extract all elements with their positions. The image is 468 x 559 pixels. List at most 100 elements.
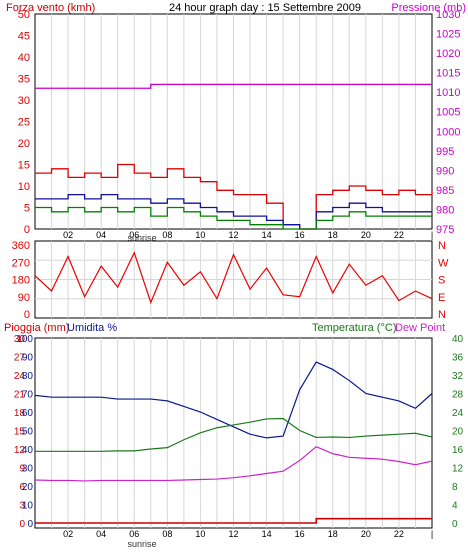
- sunrise-label: sunrise: [127, 233, 156, 243]
- humidity-tick: 90: [22, 353, 34, 364]
- climate-x-tick: 16: [295, 529, 305, 539]
- wind-tick: 50: [18, 9, 30, 21]
- pressure-tick: 980: [436, 204, 454, 216]
- direction-tick: 180: [12, 275, 30, 287]
- pressure-tick: 975: [436, 224, 454, 236]
- pressure-tick: 1000: [436, 126, 460, 138]
- pressure-tick: 1030: [436, 9, 460, 21]
- wind-x-tick: 10: [195, 230, 205, 240]
- rain-tick: 30: [14, 334, 26, 345]
- humidity-tick: 20: [22, 482, 34, 493]
- wind-tick: 45: [18, 31, 30, 43]
- compass-tick: W: [438, 257, 449, 269]
- temperature-axis-label: Temperatura (°C): [312, 322, 396, 334]
- temperature-tick: 24: [452, 408, 464, 419]
- climate-x-tick: |: [431, 529, 433, 539]
- temperature-tick: 0: [452, 519, 458, 530]
- pressure-axis-label: Pressione (mb): [391, 2, 466, 14]
- temperature-tick: 40: [452, 334, 464, 345]
- climate-series-rain: [35, 517, 432, 524]
- wind-x-tick: 18: [328, 230, 338, 240]
- humidity-tick: 10: [22, 501, 34, 512]
- wind-series: [35, 83, 433, 230]
- wind-series-gust: [35, 163, 433, 230]
- humidity-tick: 80: [22, 371, 34, 382]
- wind-tick: 5: [24, 203, 30, 215]
- direction-y-ticks: 0 90 180 270 360: [12, 240, 30, 321]
- wind-tick: 0: [24, 224, 30, 236]
- rain-tick: 15: [14, 427, 26, 438]
- compass-tick: S: [438, 275, 445, 287]
- temperature-tick: 36: [452, 353, 464, 364]
- rain-y-ticks: 0 3 6 9 12 15 18 21 24 27 30: [14, 334, 26, 530]
- wind-tick: 20: [18, 138, 30, 150]
- humidity-tick: 100: [16, 334, 33, 345]
- wind-x-tick: 08: [162, 230, 172, 240]
- humidity-tick: 70: [22, 390, 34, 401]
- wind-x-tick: 04: [96, 230, 106, 240]
- climate-series-temperature: [34, 445, 433, 482]
- direction-series: [34, 251, 433, 305]
- rain-tick: 12: [14, 445, 26, 456]
- wind-tick: 25: [18, 117, 30, 129]
- humidity-tick: 40: [22, 445, 34, 456]
- wind-tick: 10: [18, 181, 30, 193]
- climate-x-tick: 18: [328, 529, 338, 539]
- temperature-tick: 12: [452, 464, 464, 475]
- climate-x-tick: 08: [162, 529, 172, 539]
- temperature-tick: 32: [452, 371, 464, 382]
- rain-tick: 0: [19, 519, 25, 530]
- sunrise-label-bottom: sunrise: [127, 539, 156, 549]
- temperature-tick: 28: [452, 390, 464, 401]
- compass-tick: E: [438, 292, 445, 304]
- rain-tick: 27: [14, 353, 26, 364]
- climate-x-tick: 04: [96, 529, 106, 539]
- wind-x-tick: 20: [361, 230, 371, 240]
- wind-x-tick: 12: [228, 230, 238, 240]
- wind-x-tick: 16: [295, 230, 305, 240]
- humidity-tick: 60: [22, 408, 34, 419]
- compass-tick: N: [438, 309, 446, 321]
- climate-x-tick: 12: [228, 529, 238, 539]
- rain-tick: 21: [14, 390, 26, 401]
- temperature-y-ticks: 0 4 8 12 16 20 24 28 32 36 40: [452, 334, 464, 530]
- pressure-tick: 1010: [436, 87, 460, 99]
- rain-tick: 3: [19, 501, 25, 512]
- rain-tick: 18: [14, 408, 26, 419]
- climate-series-humidity: [34, 361, 433, 439]
- direction-tick: 270: [12, 257, 30, 269]
- direction-tick: 360: [12, 240, 30, 252]
- climate-x-ticks: 02 04 06 08 10 12 14 16 18 20 22 |: [63, 529, 433, 539]
- compass-tick: N: [438, 240, 446, 252]
- wind-x-tick: 22: [394, 230, 404, 240]
- pressure-y-ticks: 975 980 985 990 995 1000 1005 1010 1015 1020 1025 1…: [436, 9, 460, 236]
- temperature-tick: 20: [452, 427, 464, 438]
- pressure-tick: 995: [436, 146, 454, 158]
- wind-x-tick: 06: [129, 230, 139, 240]
- wind-x-tick: 14: [262, 230, 272, 240]
- humidity-tick: 0: [27, 519, 33, 530]
- wind-x-tick: |: [431, 230, 433, 240]
- climate-x-tick: 10: [195, 529, 205, 539]
- direction-tick: 0: [24, 309, 30, 321]
- rain-tick: 6: [19, 482, 25, 493]
- humidity-tick: 50: [22, 427, 34, 438]
- wind-y-ticks: 0 5 10 15 20 25 30 35 40 45 50: [18, 9, 30, 236]
- humidity-tick: 30: [22, 464, 34, 475]
- wind-tick: 15: [18, 160, 30, 172]
- pressure-tick: 985: [436, 185, 454, 197]
- climate-series-temperature: [35, 417, 433, 452]
- climate-x-tick: 22: [394, 529, 404, 539]
- pressure-tick: 990: [436, 165, 454, 177]
- rain-tick: 9: [19, 464, 25, 475]
- temperature-tick: 8: [452, 482, 458, 493]
- climate-series: [34, 361, 433, 524]
- wind-series-speed: [35, 206, 432, 230]
- humidity-axis-label: Umidita %: [67, 322, 117, 334]
